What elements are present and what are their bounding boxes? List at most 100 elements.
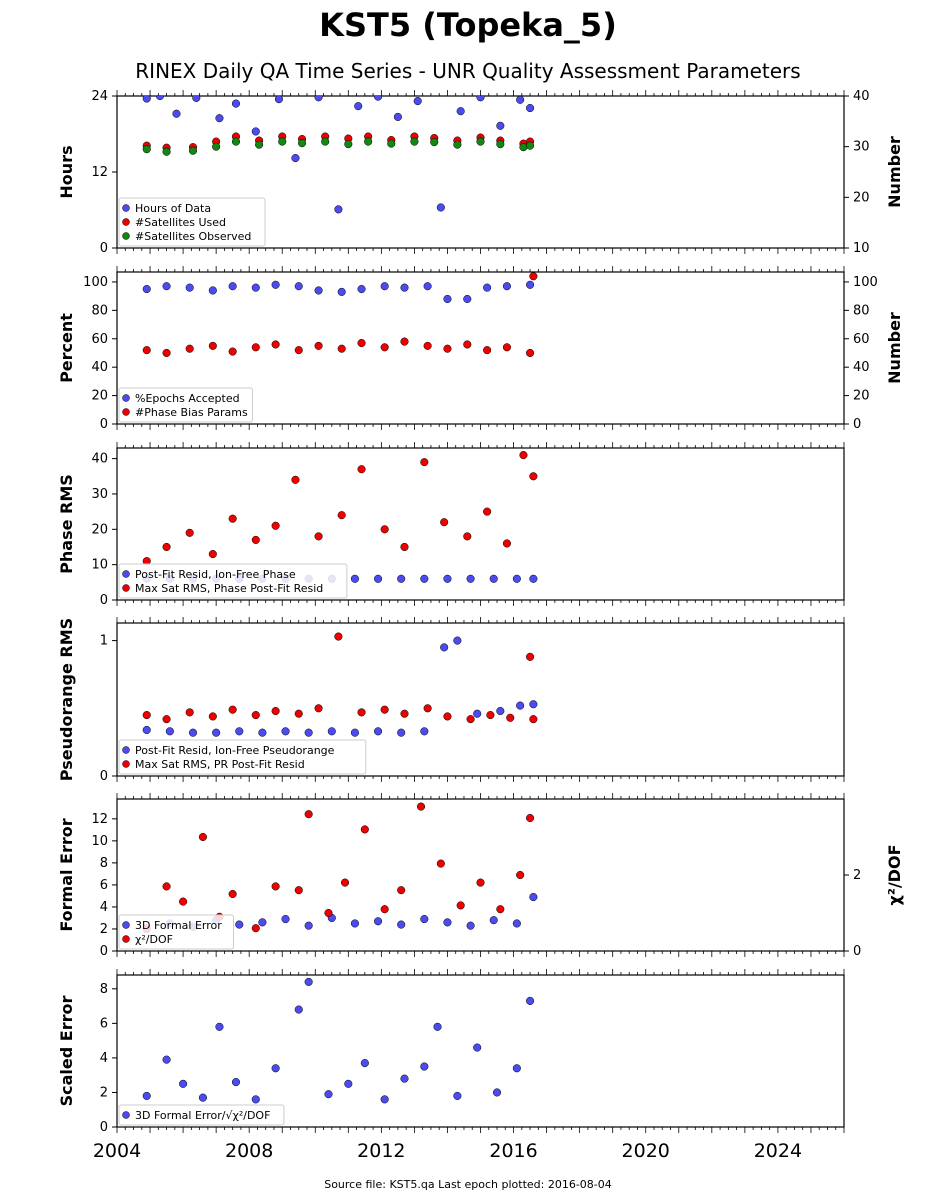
data-point-blue [420,1062,429,1071]
legend-marker-red [122,218,130,226]
legend-marker-red [122,584,130,592]
data-point-blue [466,574,475,583]
data-point-blue [354,102,363,111]
data-point-red [208,341,217,350]
data-point-green [519,143,528,152]
data-point-blue [453,1091,462,1100]
legend-marker-red [122,935,130,943]
legend-marker-red [122,408,130,416]
data-point-red [357,708,366,717]
legend-label: #Satellites Observed [135,230,251,243]
y-right-tick-label: 40 [853,360,870,375]
data-point-blue [456,107,465,116]
data-point-red [443,344,452,353]
data-point-blue [251,127,260,136]
data-point-blue [400,1074,409,1083]
legend-marker-blue [122,394,130,402]
data-point-blue [294,282,303,291]
legend-box [118,387,253,423]
data-point-red [502,343,511,352]
data-point-blue [529,892,538,902]
data-point-blue [397,728,406,737]
data-point-blue [350,574,359,583]
y-tick-label: 0 [100,417,108,432]
data-point-blue [314,286,323,295]
data-point-blue [496,706,505,716]
y-tick-label: 20 [91,522,108,537]
data-point-red [198,832,207,842]
y-tick-label: 4 [100,900,108,915]
y-tick-label: 0 [100,593,108,608]
data-point-red [228,514,237,523]
data-point-blue [304,977,313,986]
x-tick-label: 2004 [93,1140,141,1162]
data-point-blue [185,283,194,292]
y-right-tick-label: 20 [853,190,870,205]
data-point-red [456,901,465,910]
legend-label: Max Sat RMS, PR Post-Fit Resid [135,758,305,771]
data-point-red [251,343,260,352]
data-point-blue [473,1043,482,1052]
data-point-blue [502,282,511,291]
data-point-blue [274,96,283,104]
legend-label: Max Sat RMS, Phase Post-Fit Resid [135,582,323,595]
data-point-blue [466,921,475,930]
data-point-blue [420,727,429,736]
x-tick-label: 2008 [225,1140,273,1162]
data-point-blue [215,114,224,123]
data-point-blue [463,294,472,304]
data-point-blue [294,1005,303,1014]
data-point-green [364,137,373,146]
data-point-green [344,140,353,149]
data-point-red [324,908,333,918]
data-point-blue [324,1090,333,1099]
data-point-blue [360,1059,369,1068]
data-point-red [337,511,346,520]
data-point-blue [529,574,538,583]
data-point-red [463,340,472,349]
data-point-green [387,139,396,148]
data-point-blue [251,1095,260,1104]
data-point-red [529,715,538,724]
data-point-red [294,346,303,355]
y-tick-label: 1 [100,634,108,649]
y-right-tick-label: 0 [853,417,861,432]
data-point-blue [350,728,359,737]
data-point-blue [420,574,429,583]
data-point-red [440,518,449,527]
data-point-red [380,705,389,714]
data-point-blue [350,919,359,928]
data-point-blue [281,915,290,924]
data-point-red [304,810,313,819]
data-point-blue [374,917,383,926]
data-point-red [271,882,280,891]
data-point-red [271,706,280,716]
data-point-blue [271,1064,280,1073]
data-point-blue [400,283,409,292]
data-point-blue [142,284,151,294]
data-points [142,272,538,358]
data-point-blue [443,918,452,927]
legend-marker-green [122,232,130,240]
data-point-red [423,341,432,350]
data-point-red [400,709,409,718]
legend-marker-blue [122,1111,130,1119]
data-point-red [251,535,260,544]
legend: 3D Formal Error/√χ²/DOF [118,1104,285,1126]
legend-marker-blue [122,921,130,929]
legend-label: #Satellites Used [135,216,226,229]
data-point-green [255,140,264,149]
data-point-green [298,139,307,148]
data-point-red [529,472,538,481]
data-point-blue [334,205,343,214]
y-tick-label: 80 [91,303,108,318]
data-point-blue [155,96,165,101]
data-point-red [400,542,409,552]
legend-label: Post-Fit Resid, Ion-Free Phase [135,568,296,581]
data-point-blue [492,1088,502,1097]
data-point-blue [496,121,505,130]
data-point-green [188,146,198,155]
